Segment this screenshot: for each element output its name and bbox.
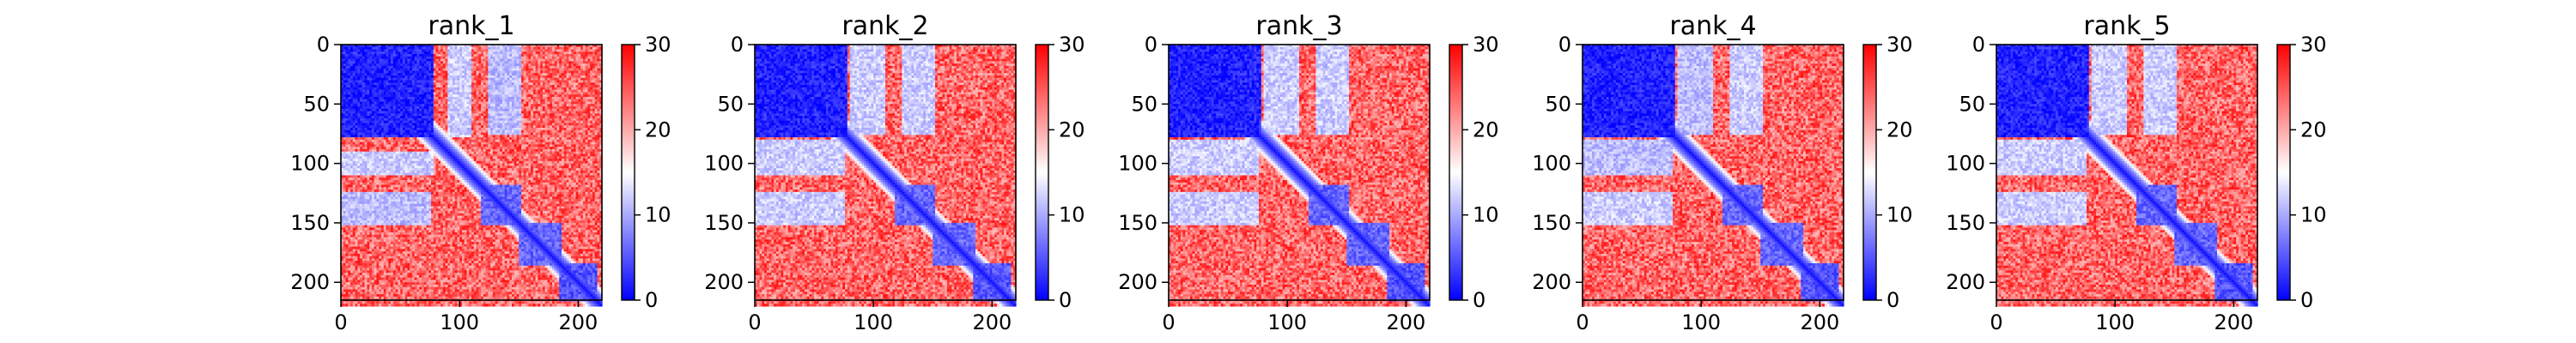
heatmap xyxy=(341,45,603,307)
